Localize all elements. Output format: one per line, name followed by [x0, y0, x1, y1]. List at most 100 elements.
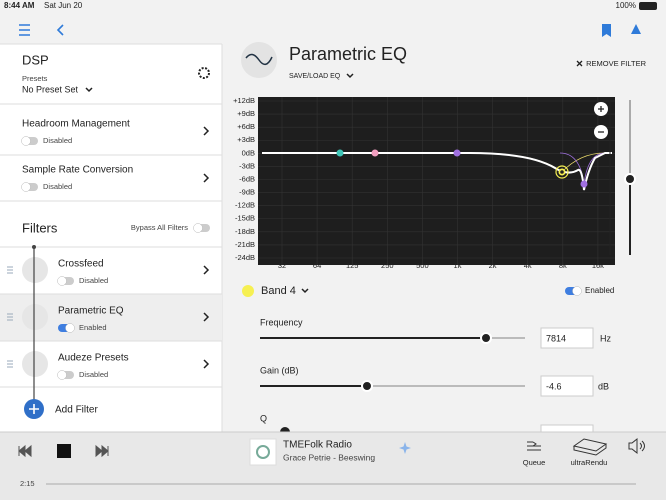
y-axis-label: +6dB: [237, 122, 255, 131]
decoration: [21, 182, 31, 192]
bypass-toggle[interactable]: [193, 223, 211, 233]
toggle-knob: [57, 370, 67, 380]
drag-handle: [7, 266, 13, 274]
filter-state: Enabled: [79, 323, 107, 332]
band-color: [242, 285, 254, 297]
back-button[interactable]: [56, 24, 64, 36]
station: TMEFolk Radio: [283, 440, 352, 451]
frequency-knob[interactable]: [480, 332, 492, 344]
sample-rate-row[interactable]: Sample Rate Conversion Disabled: [21, 165, 210, 192]
filter-row[interactable]: Crossfeed Disabled: [7, 257, 210, 286]
vertical-slider-knob[interactable]: [624, 173, 636, 185]
bookmark-button[interactable]: [602, 24, 611, 37]
gain-value: -4.6: [546, 381, 562, 391]
stop-button[interactable]: [57, 444, 71, 458]
sidebar-title: DSP: [22, 52, 49, 67]
filter-name: Parametric EQ: [58, 306, 124, 317]
decoration: [598, 106, 604, 112]
y-axis-label: +3dB: [237, 135, 255, 144]
sparkle-icon: [399, 442, 411, 454]
add-filter-button[interactable]: Add Filter: [24, 399, 98, 419]
battery-icon: [639, 2, 657, 10]
device-button[interactable]: ultraRendu: [571, 438, 608, 467]
gain-unit: dB: [598, 381, 609, 391]
editor-title: Parametric EQ: [289, 44, 407, 64]
band-chevron: [301, 288, 309, 294]
band-toggle[interactable]: [565, 286, 582, 296]
band-point[interactable]: [580, 180, 588, 188]
chevron: [203, 265, 210, 275]
y-axis-label: -24dB: [235, 253, 255, 262]
filter-state: Disabled: [79, 370, 108, 379]
band-state: Enabled: [585, 286, 614, 295]
x-axis-label: 4k: [524, 261, 532, 270]
band-point[interactable]: [453, 149, 461, 157]
q-label: Q: [260, 413, 267, 423]
add-filter-label: Add Filter: [55, 405, 98, 416]
eq-graph: [258, 97, 615, 265]
y-axis-label: -9dB: [239, 188, 255, 197]
frequency-input[interactable]: [540, 327, 594, 349]
decoration: [628, 437, 645, 455]
band-select[interactable]: Band 4: [261, 285, 296, 297]
frequency-unit: Hz: [600, 333, 611, 343]
filter-row[interactable]: Parametric EQ Enabled: [7, 304, 210, 333]
y-axis-label: -12dB: [235, 201, 255, 210]
x-axis-label: 8k: [559, 261, 567, 270]
band-point[interactable]: [371, 149, 379, 157]
setting-state: Disabled: [43, 182, 72, 191]
gain-knob[interactable]: [361, 380, 373, 392]
decoration: [56, 24, 64, 36]
decoration: [572, 438, 608, 456]
volume-button[interactable]: [628, 437, 645, 455]
filter-icon-curve: [245, 53, 273, 66]
y-axis-label: -15dB: [235, 214, 255, 223]
device-label: ultraRendu: [571, 458, 608, 467]
filter-icon: [22, 257, 48, 283]
chevron: [203, 312, 210, 322]
decoration: Crossfeed Disabled Parametric EQ Enabled Aud…: [7, 257, 210, 380]
drag-handle: [7, 313, 13, 321]
toggle-knob: [57, 276, 67, 286]
band-point[interactable]: [336, 149, 344, 157]
settings-icon[interactable]: [198, 67, 210, 79]
decoration: [527, 441, 541, 451]
setting-name: Headroom Management: [22, 119, 130, 130]
save-load-button[interactable]: SAVE/LOAD EQ: [289, 73, 341, 80]
preset-select[interactable]: No Preset Set: [22, 84, 79, 94]
y-axis-label: +12dB: [233, 96, 255, 105]
decoration: [95, 444, 109, 458]
toggle-knob: [65, 323, 75, 333]
x-axis-label: 500: [416, 261, 429, 270]
selected-band-dot: [560, 170, 564, 174]
remove-filter-button[interactable]: REMOVE FILTER: [586, 59, 646, 68]
menu-button[interactable]: [19, 24, 30, 36]
queue-button[interactable]: Queue: [523, 441, 546, 467]
decoration: [602, 24, 611, 37]
save-load-chevron: [346, 73, 354, 79]
y-axis-label: -21dB: [235, 240, 255, 249]
headroom-row[interactable]: Headroom Management Disabled: [21, 119, 210, 146]
album-art-logo: [256, 445, 270, 459]
decoration: [21, 136, 31, 146]
next-button[interactable]: [95, 444, 109, 458]
album-art: [249, 438, 277, 466]
elapsed: 2:15: [20, 479, 35, 488]
decoration: [29, 404, 39, 414]
gain-input[interactable]: [540, 375, 594, 397]
more-button[interactable]: [631, 24, 641, 34]
decoration: [572, 286, 582, 296]
remove-icon: [576, 60, 583, 67]
previous-button[interactable]: [18, 444, 32, 458]
filters-title: Filters: [22, 220, 58, 235]
filter-name: Audeze Presets: [58, 353, 129, 364]
decoration: +12dB +9dB +6dB +3dB 0dB -3dB -6dB -9dB -12dB -15…: [233, 96, 615, 270]
decoration: [631, 24, 641, 34]
filter-row[interactable]: Audeze Presets Disabled: [7, 351, 210, 380]
decoration: [19, 24, 30, 36]
x-axis-label: 32: [278, 261, 286, 270]
x-axis-label: 2k: [489, 261, 497, 270]
decoration: [18, 444, 32, 458]
gain-label: Gain (dB): [260, 365, 299, 375]
